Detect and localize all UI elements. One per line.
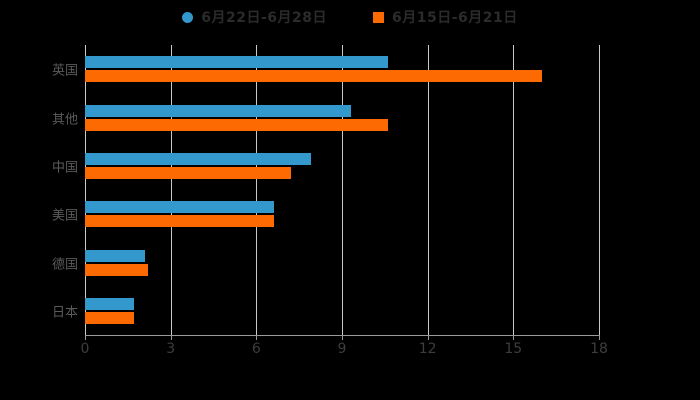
x-axis-tick (170, 335, 172, 340)
bar[interactable] (85, 263, 148, 276)
gridline (170, 45, 172, 335)
x-axis-tick-label: 9 (337, 341, 347, 357)
y-axis-category-label: 英国 (51, 63, 78, 79)
y-axis-category-label: 美国 (51, 208, 78, 224)
x-axis-tick (427, 335, 429, 340)
bar[interactable] (85, 201, 274, 214)
bar[interactable] (85, 152, 311, 165)
bar[interactable] (85, 70, 542, 83)
x-axis-tick-label: 3 (166, 341, 176, 357)
x-axis-tick (342, 335, 343, 340)
legend-label: 6月22日-6月28日 (201, 10, 327, 26)
gridline (342, 45, 343, 335)
x-axis-tick-label: 12 (418, 341, 437, 357)
legend-item-jun15-jun21[interactable]: 6月15日-6月21日 (373, 7, 518, 27)
bar[interactable] (85, 249, 145, 262)
x-axis-tick-label: 15 (504, 341, 523, 357)
gridline (85, 45, 86, 335)
square-marker-icon (373, 11, 384, 23)
bar[interactable] (85, 297, 134, 310)
bar[interactable] (85, 215, 274, 228)
circle-marker-icon (182, 11, 194, 23)
legend: 6月22日-6月28日 6月15日-6月21日 (0, 6, 700, 28)
x-axis-tick-label: 6 (251, 341, 261, 357)
gridline (427, 45, 429, 335)
legend-item-jun22-jun28[interactable]: 6月22日-6月28日 (182, 7, 327, 27)
gridline (599, 45, 600, 335)
x-axis-tick (85, 335, 86, 340)
plot-area (85, 45, 600, 335)
legend-label: 6月15日-6月21日 (392, 10, 518, 26)
gridline (256, 45, 258, 335)
bar[interactable] (85, 104, 351, 117)
bar[interactable] (85, 166, 291, 179)
bar[interactable] (85, 311, 134, 324)
x-axis-tick (599, 335, 600, 340)
gridline (513, 45, 515, 335)
x-axis-tick (256, 335, 258, 340)
bar[interactable] (85, 56, 388, 69)
y-axis-category-label: 德国 (51, 257, 78, 272)
x-axis-tick (513, 335, 515, 340)
x-axis-tick-label: 18 (590, 341, 608, 357)
y-axis-category-label: 日本 (51, 305, 78, 321)
y-axis-category-label: 中国 (51, 160, 78, 176)
bar[interactable] (85, 118, 388, 131)
x-axis-tick-label: 0 (80, 341, 90, 357)
y-axis-category-label: 其他 (51, 112, 78, 127)
